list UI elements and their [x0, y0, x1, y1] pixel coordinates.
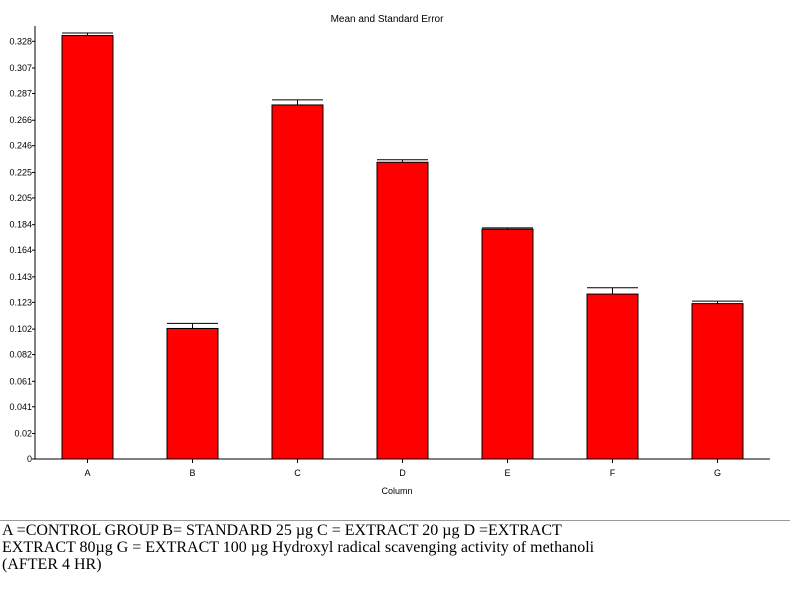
caption-divider [0, 520, 790, 521]
y-tick-label: 0.102 [9, 324, 32, 334]
y-tick-label: 0.205 [9, 193, 32, 203]
caption-line-3: (AFTER 4 HR) [2, 556, 102, 573]
y-tick-label: 0.082 [9, 350, 32, 360]
y-tick-label: 0.225 [9, 167, 32, 177]
bars [61, 32, 744, 460]
bar-G [691, 303, 744, 460]
y-tick-label: 0.164 [9, 245, 32, 255]
y-tick-label: 0.266 [9, 115, 32, 125]
figure-caption: A =CONTROL GROUP B= STANDARD 25 µg C = E… [2, 522, 790, 573]
y-tick-label: 0.02 [14, 429, 32, 439]
caption-line-2: EXTRACT 80µg G = EXTRACT 100 µg Hydroxyl… [2, 539, 595, 556]
y-tick-label: 0.143 [9, 272, 32, 282]
y-tick-label: 0.307 [9, 63, 32, 73]
x-tick-label-D: D [399, 468, 406, 478]
x-tick-label-F: F [610, 468, 616, 478]
bar-D [376, 161, 429, 460]
caption-line-1: A =CONTROL GROUP B= STANDARD 25 µg C = E… [2, 522, 562, 539]
x-tick-label-G: G [714, 468, 721, 478]
bar-chart: Mean and Standard Error 00.020.0410.0610… [9, 14, 770, 496]
bar-A [61, 35, 114, 460]
x-axis-title: Column [381, 486, 412, 496]
y-tick-label: 0.287 [9, 88, 32, 98]
y-tick-label: 0.061 [9, 376, 32, 386]
x-tick-label-C: C [294, 468, 301, 478]
x-tick-label-E: E [504, 468, 510, 478]
y-tick-label: 0 [27, 454, 32, 464]
bar-F [586, 293, 639, 460]
bar-C [271, 104, 324, 460]
bar-B [166, 327, 219, 460]
x-tick-label-A: A [84, 468, 90, 478]
y-tick-label: 0.041 [9, 402, 32, 412]
chart-title: Mean and Standard Error [331, 14, 445, 25]
y-axis: 0 0.02 0.041 0.061 0.082 0.102 0.123 0.143 0.164… [9, 26, 36, 464]
y-tick-label: 0.184 [9, 220, 32, 230]
y-tick-label: 0.328 [9, 36, 32, 46]
y-tick-label: 0.123 [9, 297, 32, 307]
x-axis: A B C D E F G [35, 458, 770, 478]
bar-E [481, 228, 534, 460]
y-tick-label: 0.246 [9, 141, 32, 151]
x-tick-label-B: B [189, 468, 195, 478]
